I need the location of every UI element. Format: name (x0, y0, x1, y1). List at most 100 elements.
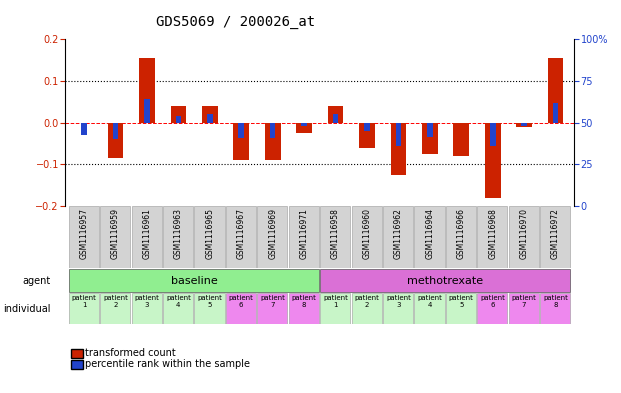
Bar (521, 123, 527, 126)
Bar (414, 206, 445, 268)
Text: GSM1116961: GSM1116961 (142, 208, 152, 259)
Text: baseline: baseline (171, 276, 217, 286)
Text: GSM1116971: GSM1116971 (299, 208, 309, 259)
Text: patient
6: patient 6 (229, 294, 253, 308)
Bar (351, 293, 382, 324)
Text: patient
4: patient 4 (166, 294, 191, 308)
Text: patient
8: patient 8 (543, 294, 568, 308)
Bar (548, 58, 563, 123)
Bar (427, 123, 433, 137)
Bar (163, 293, 193, 324)
Bar (100, 206, 130, 268)
Text: GSM1116957: GSM1116957 (79, 208, 89, 259)
Bar (265, 123, 281, 160)
Bar (163, 206, 193, 268)
Bar (100, 293, 130, 324)
Text: patient
8: patient 8 (292, 294, 317, 308)
Bar (478, 293, 507, 324)
Bar (414, 293, 445, 324)
Bar (383, 293, 413, 324)
Bar (553, 103, 558, 123)
Text: patient
2: patient 2 (103, 294, 128, 308)
Bar (446, 206, 476, 268)
Bar (509, 293, 539, 324)
Bar (485, 123, 501, 198)
Bar (320, 206, 350, 268)
Bar (171, 106, 186, 123)
Bar (364, 123, 369, 131)
Bar (490, 123, 496, 146)
Text: agent: agent (23, 276, 51, 286)
Bar (391, 123, 406, 174)
Bar (516, 123, 532, 127)
Bar (320, 293, 350, 324)
Text: patient
1: patient 1 (323, 294, 348, 308)
Text: patient
3: patient 3 (386, 294, 411, 308)
Bar (226, 293, 256, 324)
Bar (509, 206, 539, 268)
Bar (257, 293, 288, 324)
Bar (69, 293, 99, 324)
Text: GSM1116968: GSM1116968 (488, 208, 497, 259)
Bar (132, 206, 161, 268)
Text: GSM1116958: GSM1116958 (331, 208, 340, 259)
Text: GSM1116962: GSM1116962 (394, 208, 403, 259)
Text: GSM1116969: GSM1116969 (268, 208, 277, 259)
Text: GSM1116960: GSM1116960 (363, 208, 371, 259)
Text: GSM1116967: GSM1116967 (237, 208, 246, 259)
Text: GDS5069 / 200026_at: GDS5069 / 200026_at (156, 15, 315, 29)
Text: GSM1116966: GSM1116966 (457, 208, 466, 259)
Text: GSM1116970: GSM1116970 (520, 208, 528, 259)
Bar (226, 206, 256, 268)
Text: GSM1116963: GSM1116963 (174, 208, 183, 259)
Bar (351, 206, 382, 268)
Bar (540, 206, 570, 268)
Text: patient
7: patient 7 (512, 294, 537, 308)
Bar (132, 293, 161, 324)
Bar (333, 114, 338, 123)
Text: patient
3: patient 3 (135, 294, 160, 308)
Bar (69, 269, 319, 292)
Bar (194, 293, 225, 324)
Text: patient
6: patient 6 (480, 294, 505, 308)
Text: GSM1116965: GSM1116965 (206, 208, 214, 259)
Bar (176, 116, 181, 123)
Bar (320, 269, 570, 292)
Bar (81, 123, 87, 135)
Bar (383, 206, 413, 268)
Bar (289, 293, 319, 324)
Bar (257, 206, 288, 268)
Bar (233, 123, 249, 160)
Bar (194, 206, 225, 268)
Text: patient
5: patient 5 (197, 294, 222, 308)
Text: patient
5: patient 5 (449, 294, 474, 308)
Bar (112, 123, 119, 139)
Bar (139, 58, 155, 123)
Text: patient
2: patient 2 (355, 294, 379, 308)
Text: methotrexate: methotrexate (407, 276, 484, 286)
Text: GSM1116959: GSM1116959 (111, 208, 120, 259)
Bar (202, 106, 217, 123)
Bar (446, 293, 476, 324)
Bar (238, 123, 244, 138)
Bar (328, 106, 343, 123)
Bar (207, 114, 212, 123)
Bar (422, 123, 438, 154)
Bar (107, 123, 124, 158)
Text: patient
7: patient 7 (260, 294, 285, 308)
Text: percentile rank within the sample: percentile rank within the sample (85, 359, 250, 369)
Bar (289, 206, 319, 268)
Text: individual: individual (4, 304, 51, 314)
Bar (396, 123, 401, 146)
Text: patient
4: patient 4 (417, 294, 442, 308)
Bar (69, 206, 99, 268)
Text: GSM1116972: GSM1116972 (551, 208, 560, 259)
Bar (301, 123, 307, 126)
Bar (296, 123, 312, 133)
Text: patient
1: patient 1 (71, 294, 96, 308)
Bar (540, 293, 570, 324)
Bar (478, 206, 507, 268)
Bar (453, 123, 469, 156)
Text: GSM1116964: GSM1116964 (425, 208, 434, 259)
Text: transformed count: transformed count (85, 348, 176, 358)
